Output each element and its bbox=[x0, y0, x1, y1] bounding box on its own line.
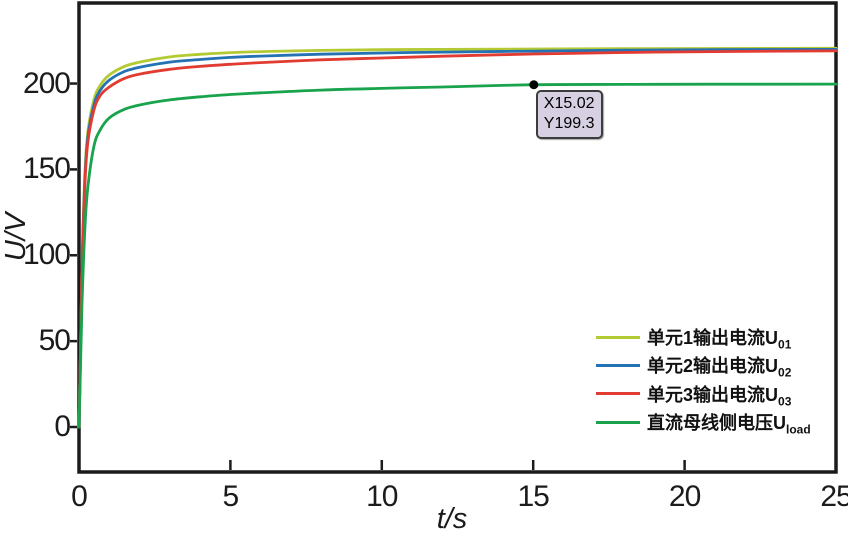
y-tick-label: 0 bbox=[54, 410, 71, 443]
legend: 单元1输出电流U01 单元2输出电流U02 单元3输出电流U03 直流母线侧电压Ulo… bbox=[596, 323, 811, 436]
legend-line-swatch bbox=[596, 335, 640, 339]
y-tick-label: 50 bbox=[38, 324, 71, 358]
x-tick-label: 15 bbox=[517, 480, 550, 513]
legend-item-3: 单元3输出电流U03 bbox=[596, 380, 811, 408]
x-tick-label: 0 bbox=[71, 480, 88, 513]
legend-label-subscript: 02 bbox=[778, 366, 792, 381]
data-tip-y-value: Y199.3 bbox=[543, 114, 595, 132]
legend-label-subscript: load bbox=[786, 422, 811, 437]
legend-line-swatch bbox=[596, 363, 640, 367]
legend-line-swatch bbox=[596, 420, 640, 424]
x-tick-label: 5 bbox=[222, 480, 240, 513]
legend-label: 单元3输出电流U03 bbox=[647, 384, 792, 409]
y-tick-label: 150 bbox=[22, 152, 71, 186]
x-tick-label: 10 bbox=[366, 480, 398, 513]
y-tick-label: 200 bbox=[22, 66, 71, 100]
data-tip-x-value: X15.02 bbox=[543, 94, 595, 112]
legend-item-1: 单元1输出电流U01 bbox=[596, 323, 811, 351]
series-line-3 bbox=[77, 49, 838, 429]
series-line-4 bbox=[77, 82, 838, 429]
legend-label-subscript: 01 bbox=[778, 337, 792, 352]
legend-item-2: 单元2输出电流U02 bbox=[596, 351, 811, 379]
axes-border bbox=[77, 1, 838, 474]
legend-label: 单元1输出电流U01 bbox=[647, 328, 792, 352]
y-tick-label: 100 bbox=[22, 238, 71, 272]
legend-line-swatch bbox=[596, 392, 640, 396]
legend-label: 单元2输出电流U02 bbox=[647, 356, 792, 381]
x-tick-label: 25 bbox=[820, 480, 848, 513]
data-tip[interactable]: X15.02 Y199.3 bbox=[535, 89, 603, 139]
data-tip-marker[interactable] bbox=[529, 80, 539, 90]
x-axis-label: t/s bbox=[436, 503, 468, 535]
legend-label: 直流母线侧电压Uload bbox=[647, 413, 811, 437]
legend-item-4: 直流母线侧电压Uload bbox=[596, 408, 811, 436]
y-axis-label: U/V bbox=[0, 212, 32, 262]
x-tick-label: 20 bbox=[668, 480, 701, 513]
legend-label-subscript: 03 bbox=[778, 394, 792, 409]
